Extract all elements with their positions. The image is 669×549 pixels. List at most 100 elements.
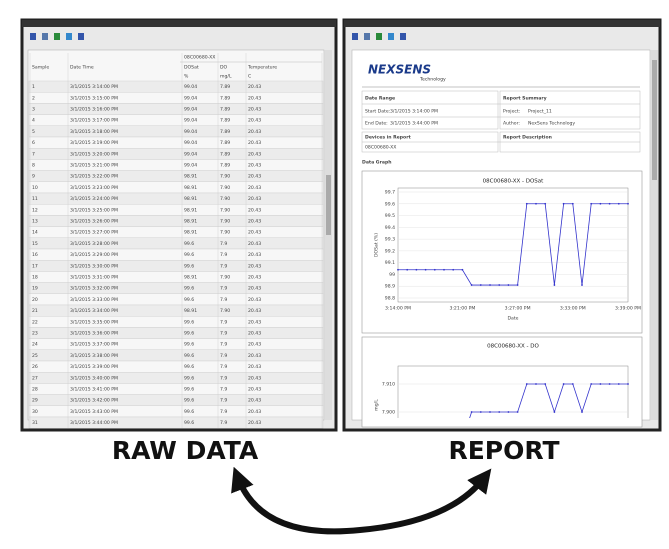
cell: 20.43 xyxy=(248,230,261,236)
cell: 20.43 xyxy=(248,409,261,415)
point xyxy=(535,202,537,205)
cell: 7.89 xyxy=(220,151,230,157)
cell: 28 xyxy=(32,387,38,393)
cell: 99.04 xyxy=(184,95,197,101)
toolbar-icon[interactable] xyxy=(400,33,406,40)
point xyxy=(581,411,583,413)
scroll-thumb[interactable] xyxy=(326,175,331,235)
cell: 3/1/2015 3:41:00 PM xyxy=(70,387,118,393)
toolbar-icon[interactable] xyxy=(364,33,370,40)
line xyxy=(469,383,628,418)
cell: 20.43 xyxy=(248,129,261,135)
x-tick-label: 3:33:00 PM xyxy=(560,306,586,312)
cell: 3/1/2015 3:43:00 PM xyxy=(70,409,118,415)
cell: 16 xyxy=(32,252,38,258)
cell: 99.6 xyxy=(184,319,194,325)
cell: 99.6 xyxy=(184,342,194,348)
unit: C xyxy=(248,74,251,80)
point xyxy=(590,202,593,205)
device-header: 08C00680-XX xyxy=(184,55,215,61)
cell: 7.9 xyxy=(220,364,227,370)
cell: 7.9 xyxy=(220,409,227,415)
cell: 7.90 xyxy=(220,230,230,236)
heading: Data Graph xyxy=(362,160,392,166)
y-tick-label: 99.7 xyxy=(385,190,395,196)
cell: 20.43 xyxy=(248,353,261,359)
cell: 7.90 xyxy=(220,174,230,180)
cell: 3/1/2015 3:30:00 PM xyxy=(70,263,118,269)
cell: 20.43 xyxy=(248,286,261,292)
cell: 3/1/2015 3:14:00 PM xyxy=(70,84,118,90)
cell: 20.43 xyxy=(248,297,261,303)
point xyxy=(416,439,418,441)
cell: 19 xyxy=(32,286,38,292)
logo-sub: Technology xyxy=(419,77,446,83)
cell: 13 xyxy=(32,219,38,225)
table-row xyxy=(28,416,324,429)
heading: Report Description xyxy=(503,135,552,141)
cell: 99.04 xyxy=(184,118,197,124)
cell: 21 xyxy=(32,308,38,314)
cell: 20.43 xyxy=(248,118,261,124)
cell: 20.43 xyxy=(248,375,261,381)
column-header: Sample xyxy=(32,65,49,71)
cell: 98.91 xyxy=(184,308,197,314)
cell: 3/1/2015 3:36:00 PM xyxy=(70,331,118,337)
cell: 98.91 xyxy=(184,219,197,225)
toolbar-icon[interactable] xyxy=(352,33,358,40)
cell: 7.90 xyxy=(220,308,230,314)
cell: 5 xyxy=(32,129,35,135)
cell: 20.43 xyxy=(248,107,261,113)
cell: 7.90 xyxy=(220,207,230,213)
cell: 99.6 xyxy=(184,331,194,337)
cell: 99.6 xyxy=(184,398,194,404)
cell: 3/1/2015 3:40:00 PM xyxy=(70,375,118,381)
title-bar xyxy=(344,20,660,27)
chart-title: 08C00680-XX - DOSat xyxy=(483,179,544,185)
cell: 7.9 xyxy=(220,353,227,359)
toolbar-icon[interactable] xyxy=(66,33,72,40)
field-value: 08C00680-XX xyxy=(365,145,396,151)
toolbar-icon[interactable] xyxy=(388,33,394,40)
point xyxy=(617,202,620,205)
point xyxy=(590,383,593,385)
point xyxy=(627,383,629,385)
cell: 99.04 xyxy=(184,84,197,90)
cell: 3/1/2015 3:15:00 PM xyxy=(70,95,118,101)
point xyxy=(489,284,491,286)
cell: 18 xyxy=(32,275,38,281)
point xyxy=(535,383,537,385)
point xyxy=(461,268,464,271)
cell: 20.43 xyxy=(248,364,261,370)
logo: NEXSENS xyxy=(368,63,431,77)
y-tick-label: 99.4 xyxy=(385,225,395,231)
toolbar-icon[interactable] xyxy=(42,33,48,40)
cell: 20 xyxy=(32,297,38,303)
cell: 20.43 xyxy=(248,398,261,404)
cell: 7.9 xyxy=(220,263,227,269)
toolbar-icon[interactable] xyxy=(78,33,84,40)
cell: 99.6 xyxy=(184,263,194,269)
toolbar-icon[interactable] xyxy=(376,33,382,40)
point xyxy=(415,268,418,271)
toolbar-icon[interactable] xyxy=(54,33,60,40)
y-tick-label: 99.5 xyxy=(385,213,395,219)
cell: 6 xyxy=(32,140,35,146)
cell: 20.43 xyxy=(248,219,261,225)
label: RAW DATA xyxy=(112,436,259,465)
cell: 20.43 xyxy=(248,387,261,393)
point xyxy=(516,284,519,286)
toolbar-icon[interactable] xyxy=(30,33,36,40)
cell: 20.43 xyxy=(248,151,261,157)
point xyxy=(406,268,409,271)
cell: 10 xyxy=(32,185,38,191)
cell: 7.9 xyxy=(220,387,227,393)
point xyxy=(544,202,547,205)
cell: 7.9 xyxy=(220,319,227,325)
scrollbar[interactable] xyxy=(651,50,658,420)
cell: 24 xyxy=(32,342,38,348)
scroll-thumb[interactable] xyxy=(652,60,657,180)
point xyxy=(470,411,473,413)
point xyxy=(489,411,491,413)
x-tick-label: 3:14:00 PM xyxy=(385,306,411,312)
